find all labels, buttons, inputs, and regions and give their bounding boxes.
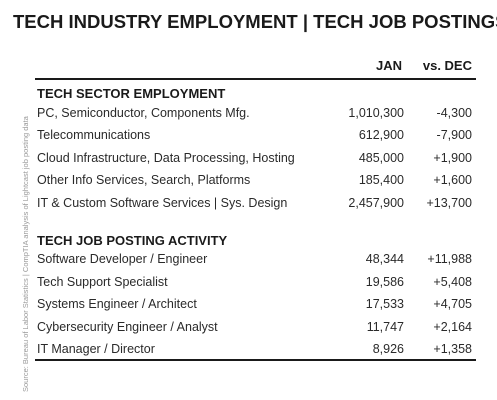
footer-rule bbox=[35, 359, 476, 361]
row-change-value: +1,600 bbox=[433, 173, 472, 187]
section-title-postings: TECH JOB POSTING ACTIVITY bbox=[37, 233, 228, 248]
page-title: TECH INDUSTRY EMPLOYMENT | TECH JOB POST… bbox=[13, 11, 497, 32]
row-label: Other Info Services, Search, Platforms bbox=[37, 173, 251, 187]
table-row: IT Manager / Director 8,926 +1,358 bbox=[35, 342, 476, 362]
row-label: Cloud Infrastructure, Data Processing, H… bbox=[37, 151, 295, 165]
row-label: PC, Semiconductor, Components Mfg. bbox=[37, 106, 250, 120]
row-label: IT & Custom Software Services | Sys. Des… bbox=[37, 196, 288, 210]
row-jan-value: 17,533 bbox=[365, 297, 404, 311]
row-jan-value: 8,926 bbox=[372, 342, 404, 356]
header-rule bbox=[35, 78, 476, 80]
table-row: Cloud Infrastructure, Data Processing, H… bbox=[35, 151, 476, 171]
row-label: Cybersecurity Engineer / Analyst bbox=[37, 320, 218, 334]
column-header-vs-dec: vs. DEC bbox=[422, 58, 472, 73]
row-change-value: +13,700 bbox=[426, 196, 472, 210]
row-change-value: +2,164 bbox=[433, 320, 472, 334]
row-label: Tech Support Specialist bbox=[37, 275, 168, 289]
table-row: Telecommunications 612,900 -7,900 bbox=[35, 128, 476, 148]
row-change-value: +11,988 bbox=[427, 252, 472, 266]
row-change-value: -7,900 bbox=[436, 128, 472, 142]
table-row: Cybersecurity Engineer / Analyst 11,747 … bbox=[35, 320, 476, 340]
row-jan-value: 2,457,900 bbox=[348, 196, 404, 210]
row-jan-value: 185,400 bbox=[358, 173, 404, 187]
table-row: Systems Engineer / Architect 17,533 +4,7… bbox=[35, 297, 476, 317]
table-row: Software Developer / Engineer 48,344 +11… bbox=[35, 252, 476, 272]
column-header-jan: JAN bbox=[375, 58, 402, 73]
row-jan-value: 612,900 bbox=[358, 128, 404, 142]
row-change-value: +5,408 bbox=[433, 275, 472, 289]
row-label: IT Manager / Director bbox=[37, 342, 155, 356]
row-jan-value: 19,586 bbox=[365, 275, 404, 289]
row-jan-value: 1,010,300 bbox=[348, 106, 404, 120]
section-title-sector: TECH SECTOR EMPLOYMENT bbox=[37, 86, 226, 101]
table-row: Other Info Services, Search, Platforms 1… bbox=[35, 173, 476, 193]
row-jan-value: 11,747 bbox=[366, 320, 404, 334]
row-change-value: +4,705 bbox=[433, 297, 472, 311]
row-label: Systems Engineer / Architect bbox=[37, 297, 197, 311]
row-change-value: +1,900 bbox=[433, 151, 472, 165]
source-note: Source: Bureau of Labor Statistics | Com… bbox=[21, 116, 30, 392]
row-label: Software Developer / Engineer bbox=[37, 252, 208, 266]
row-change-value: +1,358 bbox=[433, 342, 472, 356]
row-label: Telecommunications bbox=[37, 128, 151, 142]
row-jan-value: 485,000 bbox=[358, 151, 404, 165]
table-row: PC, Semiconductor, Components Mfg. 1,010… bbox=[35, 106, 476, 126]
table-row: Tech Support Specialist 19,586 +5,408 bbox=[35, 275, 476, 295]
row-jan-value: 48,344 bbox=[365, 252, 404, 266]
table-row: IT & Custom Software Services | Sys. Des… bbox=[35, 196, 476, 216]
row-change-value: -4,300 bbox=[436, 106, 472, 120]
